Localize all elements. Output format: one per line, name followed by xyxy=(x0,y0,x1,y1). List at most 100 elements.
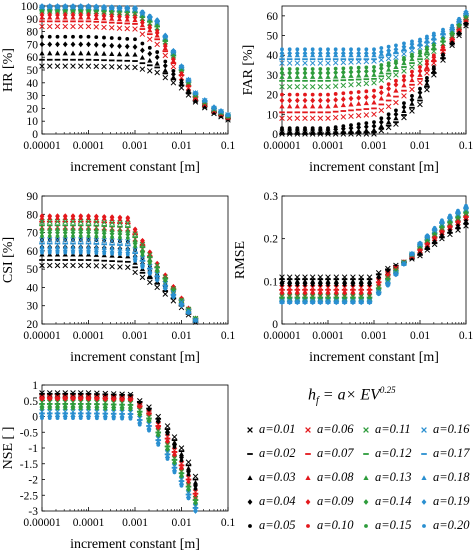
far-point xyxy=(348,82,354,88)
far-point xyxy=(440,44,446,51)
hr-series-a-0_20 xyxy=(40,4,230,117)
far-point xyxy=(279,111,285,114)
far-point xyxy=(418,37,422,42)
far-point xyxy=(401,114,407,116)
far-point xyxy=(441,52,445,57)
hr-point xyxy=(86,34,91,39)
csi-point xyxy=(46,224,53,227)
legend-label: a=0.11 xyxy=(375,422,411,436)
hr-point xyxy=(124,25,131,32)
far-point xyxy=(309,115,316,121)
nse-point xyxy=(40,416,44,420)
legend-marker-icon xyxy=(363,474,369,480)
nse-point xyxy=(55,416,60,420)
far-point xyxy=(325,74,331,79)
hr-point xyxy=(117,43,122,50)
far-point xyxy=(409,86,415,93)
csi-point xyxy=(93,243,100,245)
far-point xyxy=(287,126,292,130)
csi-point xyxy=(117,238,123,245)
rmse-point xyxy=(334,300,339,305)
csi-point xyxy=(62,242,69,245)
csi-point xyxy=(147,271,152,276)
hr-point xyxy=(40,34,44,39)
far-point xyxy=(294,79,301,82)
csi-point xyxy=(125,216,130,220)
far-point xyxy=(417,38,423,45)
far-point xyxy=(401,77,407,84)
far-point xyxy=(333,66,338,71)
far-point xyxy=(295,126,300,130)
nse-point xyxy=(171,434,178,440)
nse-point xyxy=(186,482,191,487)
far-point xyxy=(294,58,301,61)
csi-point xyxy=(85,242,92,245)
rmse-point xyxy=(393,273,398,277)
csi-point xyxy=(110,251,114,256)
far-point xyxy=(417,89,423,96)
hr-point xyxy=(108,25,115,31)
far-point xyxy=(378,65,384,72)
hr-point xyxy=(70,23,76,30)
hr-point xyxy=(178,85,185,91)
csi-point xyxy=(109,260,115,262)
far-point xyxy=(325,79,331,82)
hr-point xyxy=(71,4,75,8)
far-point xyxy=(349,90,353,95)
rmse-point xyxy=(385,283,390,288)
nse-point xyxy=(111,416,116,421)
far-xtick-label: 0.00001 xyxy=(263,140,301,152)
csi-ytick-label: 20 xyxy=(27,319,39,331)
csi-point xyxy=(86,214,91,219)
rmse-panel: 0 0.1 0.2 0.3 0.00001 0.0001 0.001 0.01 0.1 incre… xyxy=(233,191,473,365)
rmse-y-axis-label: RMSE xyxy=(233,241,248,279)
csi-point xyxy=(186,311,191,315)
nse-point xyxy=(55,406,60,411)
legend-marker-icon xyxy=(363,498,369,505)
csi-ytick-label: 90 xyxy=(27,191,39,203)
far-point xyxy=(386,119,392,125)
far-point xyxy=(286,58,293,61)
csi-point xyxy=(85,259,92,261)
hr-point xyxy=(154,69,160,76)
csi-point xyxy=(62,262,69,269)
far-point xyxy=(393,46,399,53)
far-point xyxy=(356,68,362,75)
hr-point xyxy=(101,50,107,56)
far-point xyxy=(356,124,362,131)
far-point xyxy=(287,103,293,109)
csi-point xyxy=(101,225,108,227)
far-point xyxy=(286,83,293,90)
legend-marker-icon xyxy=(363,452,369,455)
hr-point xyxy=(212,105,216,110)
hr-ytick-label: 30 xyxy=(27,91,39,103)
far-point xyxy=(386,61,391,66)
nse-ytick-label: 1 xyxy=(32,380,38,392)
csi-point xyxy=(62,244,68,250)
csi-point xyxy=(70,237,76,243)
hr-point xyxy=(132,51,138,57)
nse-point xyxy=(78,416,83,420)
legend-marker xyxy=(421,426,427,433)
far-point xyxy=(356,122,361,127)
hr-point xyxy=(116,64,123,70)
far-point xyxy=(333,96,339,103)
far-point xyxy=(356,101,362,106)
nse-point xyxy=(111,407,116,412)
far-point xyxy=(450,23,455,28)
csi-point xyxy=(46,218,53,225)
hr-point xyxy=(155,50,160,54)
hr-point xyxy=(54,63,61,69)
hr-point xyxy=(94,35,99,40)
csi-point xyxy=(124,244,131,247)
far-series-a-0_16 xyxy=(279,11,469,66)
legend-label: a=0.05 xyxy=(259,518,296,532)
csi-point xyxy=(77,242,84,245)
legend-marker xyxy=(247,474,253,480)
far-point xyxy=(279,115,285,121)
far-xtick-label: 0.01 xyxy=(410,140,430,152)
csi-point xyxy=(125,231,131,238)
csi-point xyxy=(46,242,53,245)
far-point xyxy=(371,50,377,57)
nse-xtick-label: 0.01 xyxy=(171,517,191,529)
